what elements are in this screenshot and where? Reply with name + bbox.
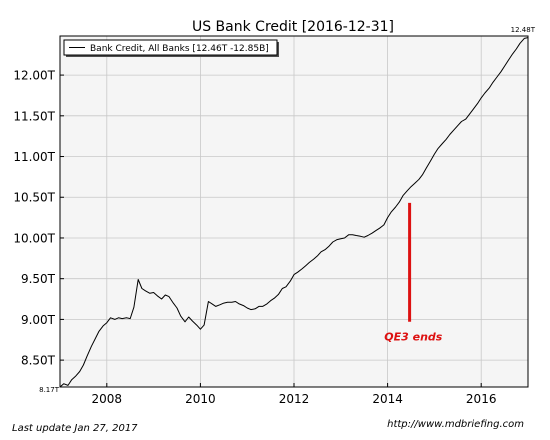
annotation-qe3-ends: QE3 ends bbox=[384, 331, 443, 344]
legend: Bank Credit, All Banks [12.46T -12.85B] bbox=[63, 39, 279, 57]
y-tick-label: 8.50T bbox=[21, 354, 56, 368]
y-tick-label: 10.50T bbox=[13, 191, 55, 205]
x-tick-label: 2008 bbox=[92, 392, 123, 406]
legend-box bbox=[63, 39, 278, 56]
y-tick-label: 11.50T bbox=[13, 109, 55, 123]
source-url: http://www.mdbriefing.com bbox=[387, 419, 524, 430]
y-tick-label: 9.50T bbox=[21, 272, 56, 286]
chart-title: US Bank Credit [2016-12-31] bbox=[192, 19, 394, 35]
legend-entry: Bank Credit, All Banks [12.46T -12.85B] bbox=[90, 44, 269, 54]
y-max-label: 12.48T bbox=[511, 26, 536, 34]
y-tick-label: 12.00T bbox=[13, 69, 55, 83]
y-tick-label: 10.00T bbox=[13, 231, 55, 245]
y-tick-label: 11.00T bbox=[13, 150, 55, 164]
y-tick-label: 9.00T bbox=[21, 313, 56, 327]
x-tick-label: 2014 bbox=[372, 392, 403, 406]
x-tick-label: 2012 bbox=[279, 392, 310, 406]
y-min-label: 8.17T bbox=[39, 386, 60, 394]
y-axis: 8.50T 9.00T 9.50T 10.00T 10.50T 11.00T 11.50T 1… bbox=[13, 69, 64, 368]
last-update-text: Last update Jan 27, 2017 bbox=[12, 423, 138, 434]
series-layer bbox=[59, 37, 529, 388]
x-axis: 2008 2010 2012 2014 2016 bbox=[92, 383, 497, 406]
x-tick-label: 2016 bbox=[466, 392, 497, 406]
x-tick-label: 2010 bbox=[185, 392, 216, 406]
series-line-bank-credit bbox=[59, 37, 529, 388]
